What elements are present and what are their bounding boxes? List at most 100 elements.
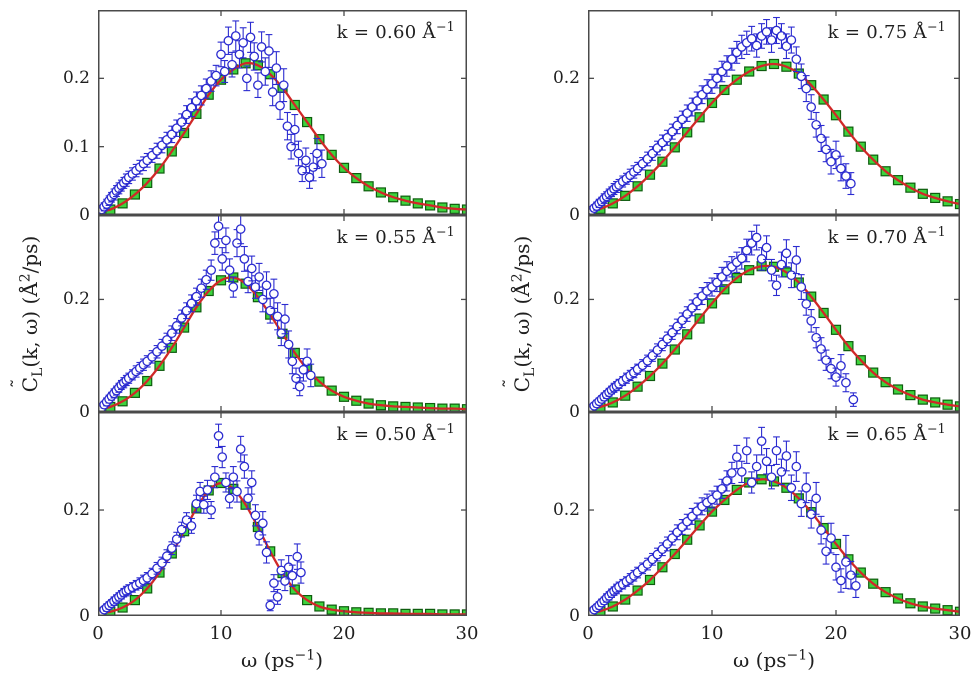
circle-marker xyxy=(801,83,812,94)
x-axis-label-right: ω (ps−1) xyxy=(674,648,874,672)
circle-marker xyxy=(202,485,213,495)
circle-marker xyxy=(269,578,279,588)
panel-plot-k075 xyxy=(588,10,960,215)
x-axis-label-left: ω (ps−1) xyxy=(182,648,382,672)
circle-marker xyxy=(836,575,846,586)
y-axis-label-exponent: 2 xyxy=(509,273,526,283)
circle-marker xyxy=(201,274,212,285)
circle-marker xyxy=(746,477,757,488)
circle-marker xyxy=(786,35,797,45)
circle-marker xyxy=(846,178,856,189)
circle-marker xyxy=(850,580,861,591)
x-axis-label-exponent: −1 xyxy=(294,647,316,664)
circle-marker xyxy=(751,461,762,472)
panel-label-k070: k = 0.70 Å−1 xyxy=(827,225,946,248)
circle-marker xyxy=(211,70,221,81)
circle-marker xyxy=(781,248,792,259)
circle-marker xyxy=(253,80,263,91)
panel-label-text: k = 0.55 Å xyxy=(336,227,436,248)
circle-marker xyxy=(280,576,290,586)
circle-marker xyxy=(276,328,287,339)
circle-marker xyxy=(761,242,772,253)
y-tick-label: 0.2 xyxy=(62,500,90,521)
circle-marker xyxy=(796,498,807,509)
circle-marker xyxy=(198,499,209,510)
circle-marker xyxy=(761,456,772,467)
circle-marker xyxy=(257,518,268,529)
circle-marker xyxy=(210,472,220,483)
panel-frame xyxy=(98,215,467,412)
panel-label-exponent: −1 xyxy=(435,19,455,34)
circle-marker xyxy=(776,259,787,270)
y-tick-label: 0.2 xyxy=(552,500,580,521)
circle-marker xyxy=(264,46,274,56)
circle-marker xyxy=(292,551,303,562)
y-tick-label: 0 xyxy=(79,205,90,225)
circle-marker xyxy=(297,165,308,176)
circle-marker xyxy=(176,313,187,323)
panel-plot-k065 xyxy=(588,412,960,616)
circle-marker xyxy=(717,483,727,494)
x-tick-label: 10 xyxy=(209,623,233,644)
circle-marker xyxy=(235,224,246,234)
panel-label-text: k = 0.60 Å xyxy=(336,22,436,43)
circle-marker xyxy=(826,363,836,374)
circle-marker xyxy=(848,394,859,405)
circles-series xyxy=(98,215,316,412)
y-axis-label-right: C ˜ L(k, ω) (Å2/ps) xyxy=(500,134,538,494)
circle-marker xyxy=(256,42,267,52)
panel-label-text: k = 0.65 Å xyxy=(827,424,927,445)
circle-marker xyxy=(771,280,782,291)
circle-marker xyxy=(712,490,722,501)
circle-marker xyxy=(239,461,250,472)
circle-marker xyxy=(766,35,777,45)
circle-marker xyxy=(662,132,673,143)
circle-marker xyxy=(245,32,256,43)
x-axis-label-close: ) xyxy=(315,648,323,672)
y-axis-label-subscript: L xyxy=(522,367,538,377)
circle-marker xyxy=(196,90,207,101)
circle-marker xyxy=(751,40,762,51)
circle-marker xyxy=(191,291,202,302)
circle-marker xyxy=(305,370,316,381)
x-tick-label: 0 xyxy=(92,623,104,644)
circle-marker xyxy=(291,373,301,384)
circle-marker xyxy=(162,551,172,561)
y-axis-label-left: C ˜ L(k, ω) (Å2/ps) xyxy=(8,134,46,494)
panel-label-text: k = 0.50 Å xyxy=(336,424,436,445)
circle-marker xyxy=(265,305,276,316)
circle-marker xyxy=(238,37,248,48)
circle-marker xyxy=(289,124,300,135)
circle-marker xyxy=(801,299,812,309)
c-tilde-symbol: C ˜ xyxy=(500,377,534,392)
circle-marker xyxy=(232,486,242,497)
circle-marker xyxy=(243,493,253,504)
circle-marker xyxy=(224,265,235,276)
circle-marker xyxy=(731,452,742,462)
circles-series xyxy=(98,423,306,616)
circle-marker xyxy=(271,63,282,73)
circle-marker xyxy=(283,562,294,573)
panel-label-exponent: −1 xyxy=(926,19,946,34)
x-tick-label: 0 xyxy=(582,623,594,644)
circle-marker xyxy=(781,451,792,461)
tilde-mark: ˜ xyxy=(8,378,31,389)
circle-marker xyxy=(219,66,230,77)
squares-series xyxy=(588,474,960,616)
fit-line xyxy=(588,62,960,214)
circle-marker xyxy=(287,570,298,581)
circle-marker xyxy=(662,333,673,344)
circle-marker xyxy=(296,567,306,578)
circle-marker xyxy=(736,467,747,477)
circle-marker xyxy=(261,280,272,291)
circle-marker xyxy=(791,54,802,65)
circle-marker xyxy=(196,283,207,294)
circle-marker xyxy=(751,232,762,243)
circle-marker xyxy=(302,356,312,367)
y-axis-label-subscript: L xyxy=(30,367,46,377)
circle-marker xyxy=(776,467,787,477)
circle-marker xyxy=(836,360,846,371)
panel-label-text: k = 0.70 Å xyxy=(827,227,927,248)
y-tick-label: 0 xyxy=(569,205,580,225)
